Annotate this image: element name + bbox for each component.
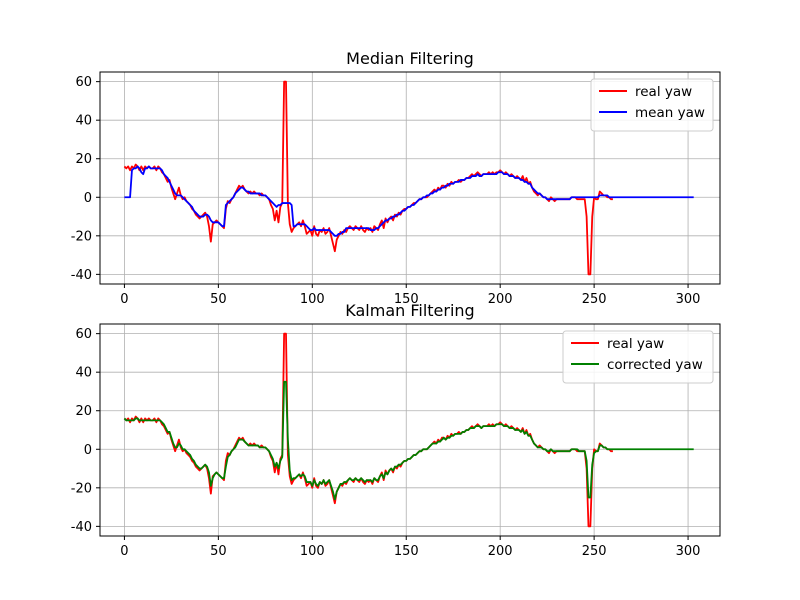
y-tick-label: -40 — [71, 520, 92, 535]
x-tick-label: 0 — [120, 292, 128, 307]
legend-label: real yaw — [607, 336, 664, 352]
y-tick-label: 40 — [75, 114, 92, 129]
x-tick-label: 250 — [582, 292, 607, 307]
y-tick-label: -40 — [71, 268, 92, 283]
chart-title: Kalman Filtering — [345, 301, 474, 320]
median-filtering-chart: 0 50 100 150 200 250 300 -40 -20 0 20 40 60 Median Fi… — [71, 49, 721, 307]
x-tick-label: 100 — [300, 292, 325, 307]
series-line-real-yaw — [123, 332, 613, 528]
kalman-filtering-chart: 0 50 100 150 200 250 300 -40 -20 0 20 40 60 Kalman Fi… — [71, 301, 721, 559]
x-tick-label: 150 — [394, 292, 419, 307]
legend-box — [562, 330, 714, 384]
legend: real yaw mean yaw — [590, 78, 714, 132]
plot-frame — [99, 71, 721, 285]
legend-label: real yaw — [635, 84, 692, 100]
y-tick-label: 60 — [75, 75, 92, 90]
chart-title: Median Filtering — [346, 49, 474, 68]
y-tick-label: 40 — [75, 366, 92, 381]
x-tick-label: 200 — [488, 544, 513, 559]
legend-label: mean yaw — [635, 105, 705, 121]
series-line-real-yaw — [123, 80, 613, 276]
series-line-corrected-yaw — [123, 380, 694, 501]
x-tick-label: 100 — [300, 544, 325, 559]
y-tick-label: 60 — [75, 327, 92, 342]
x-tick-label: 50 — [210, 544, 227, 559]
x-tick-label: 0 — [120, 544, 128, 559]
y-tick-label: -20 — [71, 481, 92, 496]
y-tick-label: 0 — [84, 443, 92, 458]
y-tick-label: 20 — [75, 404, 92, 419]
x-tick-label: 300 — [676, 544, 701, 559]
x-tick-label: 200 — [488, 292, 513, 307]
plot-frame — [99, 323, 721, 537]
x-tick-label: 50 — [210, 292, 227, 307]
x-tick-label: 150 — [394, 544, 419, 559]
series-line-mean-yaw — [124, 165, 694, 237]
legend: real yaw corrected yaw — [562, 330, 714, 384]
x-tick-label: 250 — [582, 544, 607, 559]
x-tick-label: 300 — [676, 292, 701, 307]
y-tick-label: 20 — [75, 152, 92, 167]
y-tick-label: -20 — [71, 229, 92, 244]
legend-label: corrected yaw — [607, 357, 703, 373]
y-tick-label: 0 — [84, 191, 92, 206]
